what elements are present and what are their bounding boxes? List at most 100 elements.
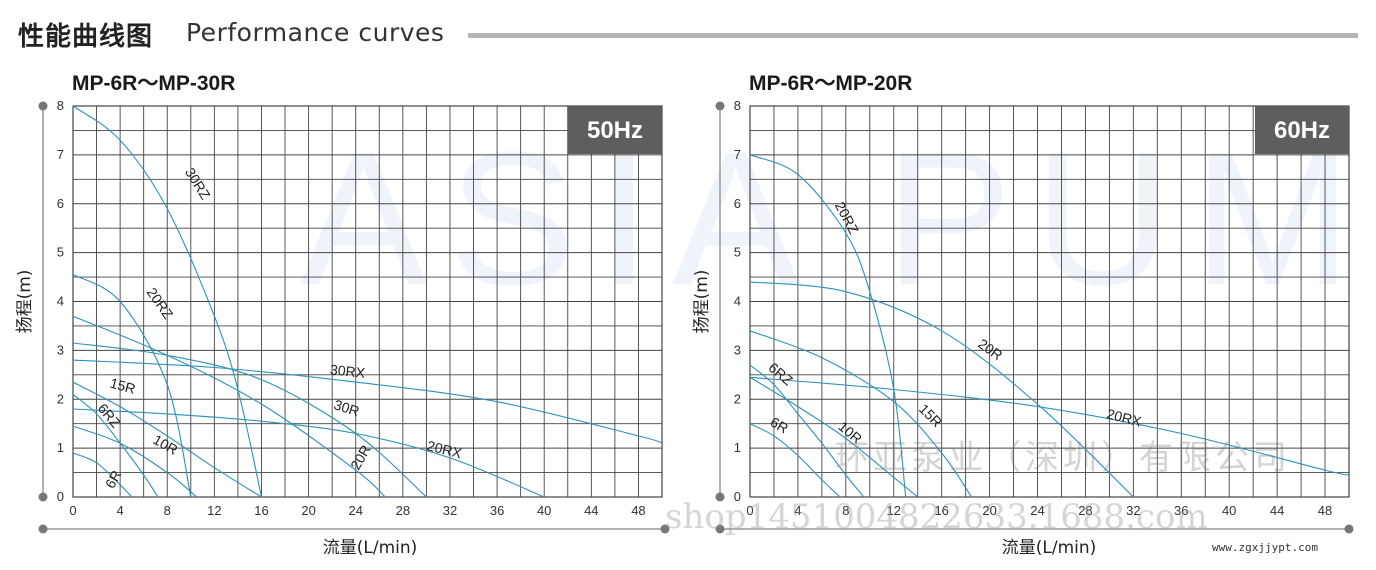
curve-20rx bbox=[72, 408, 545, 498]
axis-decoration bbox=[715, 101, 1354, 534]
page-title-english: Performance curves bbox=[186, 18, 445, 47]
x-tick-label: 36 bbox=[1174, 503, 1188, 518]
y-axis-title: 扬程(m) bbox=[15, 270, 35, 334]
x-tick-label: 32 bbox=[1126, 503, 1140, 518]
x-tick-label: 4 bbox=[794, 503, 801, 518]
page-title-chinese: 性能曲线图 bbox=[18, 22, 154, 52]
y-tick-label: 1 bbox=[734, 440, 741, 455]
y-tick-label: 2 bbox=[734, 391, 741, 406]
shop-url-watermark: shop1451004822633.1688.com bbox=[665, 497, 1208, 537]
curves bbox=[749, 154, 1350, 498]
curve-label-30r: 30R bbox=[332, 396, 361, 419]
y-tick-label: 3 bbox=[734, 342, 741, 357]
y-tick-label: 0 bbox=[57, 489, 64, 504]
y-tick-label: 5 bbox=[57, 245, 64, 260]
x-tick-label: 0 bbox=[746, 503, 753, 518]
x-tick-label: 48 bbox=[1318, 503, 1332, 518]
site-url-watermark: www.zgxjjypt.com bbox=[1212, 541, 1318, 554]
curve-6r bbox=[749, 423, 841, 498]
x-axis-right-dot bbox=[1344, 524, 1354, 534]
y-axis-bottom-dot bbox=[715, 492, 725, 502]
x-tick-label: 48 bbox=[631, 503, 645, 518]
y-tick-label: 2 bbox=[57, 391, 64, 406]
x-tick-label: 36 bbox=[490, 503, 504, 518]
x-tick-label: 28 bbox=[1078, 503, 1092, 518]
curve-label-6r: 6R bbox=[102, 468, 125, 491]
x-tick-label: 12 bbox=[887, 503, 901, 518]
x-tick-label: 16 bbox=[934, 503, 948, 518]
curve-10r bbox=[72, 425, 198, 498]
x-tick-label: 20 bbox=[301, 503, 315, 518]
curve-15r bbox=[749, 330, 973, 498]
curve-label-20r: 20R bbox=[975, 335, 1005, 363]
page-header: 性能曲线图 Performance curves bbox=[18, 14, 1358, 54]
x-tick-label: 40 bbox=[1222, 503, 1236, 518]
x-tick-label: 44 bbox=[584, 503, 598, 518]
x-axis-left-dot bbox=[38, 524, 48, 534]
y-tick-label: 8 bbox=[734, 98, 741, 113]
plot-frame bbox=[72, 105, 663, 498]
curve-20rx bbox=[749, 376, 1350, 476]
y-tick-label: 4 bbox=[57, 294, 64, 309]
curve-label-20rx: 20RX bbox=[1105, 406, 1143, 430]
axis-decoration bbox=[38, 101, 670, 534]
y-tick-label: 0 bbox=[734, 489, 741, 504]
curve-6r bbox=[72, 452, 133, 498]
curve-label-15r: 15R bbox=[916, 401, 945, 430]
x-axis-left-dot bbox=[715, 524, 725, 534]
y-tick-label: 8 bbox=[57, 98, 64, 113]
curve-label-20rz: 20RZ bbox=[144, 285, 177, 323]
curve-label-10r: 10R bbox=[150, 431, 180, 458]
x-tick-label: 40 bbox=[537, 503, 551, 518]
chart-title: MP-6R～MP-20R bbox=[749, 72, 912, 95]
frequency-badge bbox=[568, 106, 662, 154]
y-tick-label: 6 bbox=[734, 196, 741, 211]
y-tick-label: 1 bbox=[57, 440, 64, 455]
x-tick-label: 0 bbox=[69, 503, 76, 518]
y-axis-bottom-dot bbox=[38, 492, 48, 502]
x-axis-right-dot bbox=[660, 524, 670, 534]
y-axis-top-dot bbox=[38, 101, 48, 111]
curve-20rz bbox=[72, 274, 192, 498]
company-watermark: 环亚泵业（深圳）有限公司 bbox=[835, 438, 1291, 478]
x-tick-label: 20 bbox=[982, 503, 996, 518]
x-tick-label: 28 bbox=[396, 503, 410, 518]
y-axis-top-dot bbox=[715, 101, 725, 111]
curve-30r bbox=[72, 342, 427, 498]
curve-20r bbox=[749, 281, 1134, 498]
x-axis-title: 流量(L/min) bbox=[1002, 538, 1097, 558]
x-tick-label: 12 bbox=[207, 503, 221, 518]
y-axis-title: 扬程(m) bbox=[692, 270, 712, 334]
curve-label-20r: 20R bbox=[347, 442, 374, 472]
curve-15r bbox=[72, 381, 262, 498]
x-tick-label: 44 bbox=[1270, 503, 1284, 518]
y-tick-label: 7 bbox=[57, 147, 64, 162]
curve-30rx bbox=[72, 359, 663, 444]
curve-10r bbox=[749, 376, 919, 498]
curve-20r bbox=[72, 315, 386, 498]
curve-20rz bbox=[749, 154, 907, 498]
curve-label-6rz: 6RZ bbox=[766, 359, 797, 389]
curve-6rz bbox=[749, 364, 865, 498]
x-tick-label: 4 bbox=[117, 503, 124, 518]
y-tick-label: 4 bbox=[734, 294, 741, 309]
grid-lines bbox=[72, 105, 663, 498]
frequency-badge-label: 60Hz bbox=[1274, 117, 1330, 144]
y-tick-label: 6 bbox=[57, 196, 64, 211]
y-tick-label: 7 bbox=[734, 147, 741, 162]
x-tick-label: 8 bbox=[164, 503, 171, 518]
curve-label-15r: 15R bbox=[108, 375, 137, 397]
y-tick-label: 3 bbox=[57, 342, 64, 357]
x-tick-label: 32 bbox=[443, 503, 457, 518]
frequency-badge-label: 50Hz bbox=[587, 117, 643, 144]
x-tick-label: 24 bbox=[348, 503, 362, 518]
curve-label-6r: 6R bbox=[768, 414, 792, 437]
title-rule bbox=[468, 33, 1358, 38]
x-tick-label: 16 bbox=[254, 503, 268, 518]
curve-label-30rx: 30RX bbox=[329, 361, 366, 381]
x-tick-label: 24 bbox=[1030, 503, 1044, 518]
x-tick-label: 8 bbox=[842, 503, 849, 518]
